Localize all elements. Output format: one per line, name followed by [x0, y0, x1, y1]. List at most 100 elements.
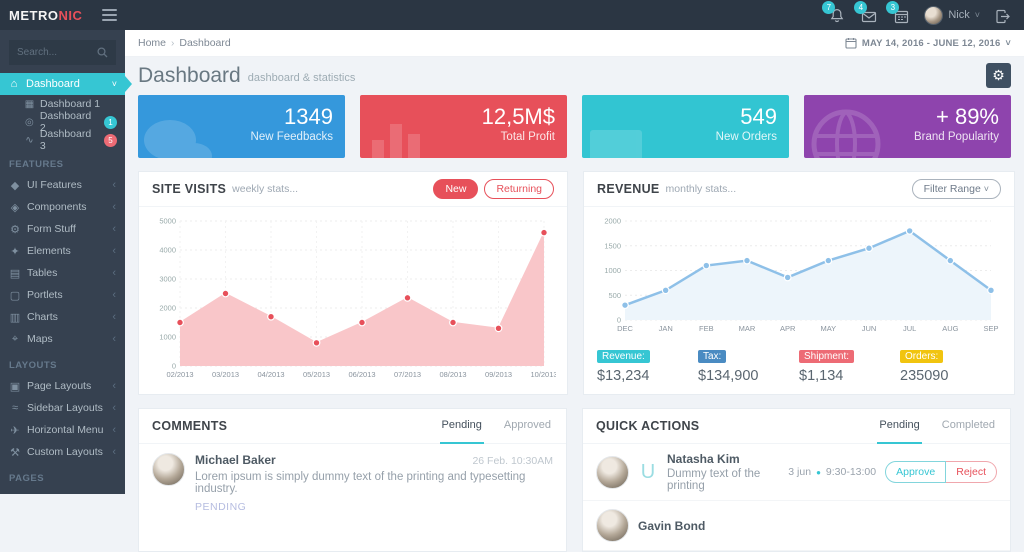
stat-value: + 89% [936, 104, 999, 130]
comment-item[interactable]: Michael Baker 26 Feb. 10:30AM Lorem ipsu… [139, 444, 566, 513]
tasks-button[interactable]: 3 [892, 6, 910, 24]
stat-badge: Shipment: [799, 350, 854, 363]
sidebar-item-maps[interactable]: ⌖ Maps ‹ [0, 328, 125, 350]
logout-button[interactable] [994, 6, 1012, 24]
home-icon: ⌂ [8, 78, 20, 90]
sidebar-item-label: Tables [27, 267, 57, 279]
breadcrumb-home[interactable]: Home [138, 37, 166, 49]
inbox-button[interactable]: 4 [860, 6, 878, 24]
svg-text:APR: APR [780, 324, 796, 333]
action-schedule: 3 jun ● 9:30-13:00 [788, 466, 876, 478]
tab-pending[interactable]: Pending [440, 409, 484, 444]
comment-time: 26 Feb. 10:30AM [472, 455, 553, 467]
lightbulb-icon: ◎ [24, 117, 35, 128]
settings-button[interactable]: ⚙ [986, 63, 1011, 88]
sidebar-item-sidebar-layouts[interactable]: ≈ Sidebar Layouts ‹ [0, 397, 125, 419]
sidebar-item-custom-layouts[interactable]: ⚒ Custom Layouts ‹ [0, 441, 125, 463]
svg-text:FEB: FEB [699, 324, 714, 333]
app-logo[interactable]: METRONIC [9, 8, 82, 23]
chevron-left-icon: ‹ [112, 424, 116, 436]
comments-portlet: COMMENTS Pending Approved Michael Baker … [138, 408, 567, 552]
sidebar-item-form-stuff[interactable]: ⚙ Form Stuff ‹ [0, 218, 125, 240]
sidebar-item-label: Form Stuff [27, 223, 76, 235]
sidebar-item-label: Page Layouts [27, 380, 91, 392]
user-menu[interactable]: Nick ˅ [924, 6, 980, 25]
stat-badge: Orders: [900, 350, 943, 363]
tax-stat: Tax: $134,900 [698, 346, 799, 384]
chevron-down-icon: ˅ [112, 79, 117, 89]
sidebar-search[interactable] [9, 40, 116, 65]
sidebar-item-portlets[interactable]: ▢ Portlets ‹ [0, 284, 125, 306]
main-content: Home › Dashboard MAY 14, 2016 - JUNE 12,… [125, 30, 1024, 494]
chevron-left-icon: ‹ [112, 446, 116, 458]
quick-actions-header: QUICK ACTIONS Pending Completed [583, 409, 1010, 444]
svg-text:JUN: JUN [862, 324, 877, 333]
quick-action-item[interactable]: U Natasha Kim Dummy text of the printing… [583, 444, 1010, 501]
sidebar-item-ui-features[interactable]: ◆ UI Features ‹ [0, 174, 125, 196]
sidebar-item-page-layouts[interactable]: ▣ Page Layouts ‹ [0, 375, 125, 397]
chevron-left-icon: ‹ [112, 223, 116, 235]
search-input[interactable] [17, 47, 97, 58]
components-icon: ◈ [9, 201, 21, 214]
filter-range-dropdown[interactable]: Filter Range ˅ [912, 179, 1001, 199]
table-icon: ▤ [9, 267, 21, 280]
rss-icon: ≈ [9, 402, 21, 414]
reject-button[interactable]: Reject [946, 461, 997, 483]
action-date: 3 jun [788, 466, 811, 478]
sidebar-item-horizontal-menu[interactable]: ✈ Horizontal Menu ‹ [0, 419, 125, 441]
stat-value: 12,5M$ [482, 104, 555, 130]
sidebar-item-label: Dashboard 3 [40, 128, 99, 152]
action-author: Gavin Bond [638, 519, 997, 533]
logo-text-2: NIC [58, 8, 82, 23]
stat-card-profit[interactable]: 12,5M$ Total Profit [360, 95, 567, 158]
tab-pending[interactable]: Pending [877, 409, 921, 444]
quick-action-item[interactable]: Gavin Bond [583, 501, 1010, 551]
approve-button[interactable]: Approve [885, 461, 946, 483]
chevron-left-icon: ‹ [112, 402, 116, 414]
date-range-label: MAY 14, 2016 - JUNE 12, 2016 [862, 38, 1001, 49]
stat-card-orders[interactable]: 549 New Orders [582, 95, 789, 158]
stat-card-popularity[interactable]: + 89% Brand Popularity [804, 95, 1011, 158]
page-subtitle: dashboard & statistics [248, 72, 356, 84]
sidebar-item-label: Dashboard 1 [40, 98, 100, 110]
new-visitors-button[interactable]: New [433, 179, 478, 199]
calendar-icon [845, 37, 857, 49]
wrench-icon: ⚒ [9, 446, 21, 459]
chevron-left-icon: ‹ [112, 380, 116, 392]
search-icon[interactable] [97, 47, 108, 58]
user-name: Nick [948, 9, 969, 21]
sidebar-item-elements[interactable]: ✦ Elements ‹ [0, 240, 125, 262]
comments-icon [142, 112, 222, 158]
sidebar-item-dashboard-3[interactable]: ∿ Dashboard 3 5 [0, 131, 125, 149]
sidebar-item-label: Components [27, 201, 87, 213]
chevron-down-icon: ˅ [984, 184, 989, 194]
avatar [596, 509, 629, 542]
sidebar-item-tables[interactable]: ▤ Tables ‹ [0, 262, 125, 284]
date-range-picker[interactable]: MAY 14, 2016 - JUNE 12, 2016 ˅ [845, 37, 1011, 49]
chevron-left-icon: ‹ [112, 289, 116, 301]
notifications-button[interactable]: 7 [828, 6, 846, 24]
stat-value: $1,134 [799, 368, 900, 384]
returning-visitors-button[interactable]: Returning [484, 179, 554, 199]
svg-text:1000: 1000 [159, 333, 176, 342]
tab-approved[interactable]: Approved [502, 409, 553, 444]
sidebar-toggle-icon[interactable] [102, 6, 117, 24]
sidebar-item-components[interactable]: ◈ Components ‹ [0, 196, 125, 218]
shipment-stat: Shipment: $1,134 [799, 346, 900, 384]
sidebar-item-charts[interactable]: ▥ Charts ‹ [0, 306, 125, 328]
stat-card-feedbacks[interactable]: 1349 New Feedbacks [138, 95, 345, 158]
portlet-title: QUICK ACTIONS [596, 419, 699, 433]
breadcrumb-bar: Home › Dashboard MAY 14, 2016 - JUNE 12,… [125, 30, 1024, 57]
breadcrumb: Home › Dashboard [138, 37, 231, 49]
svg-text:07/2013: 07/2013 [394, 370, 421, 379]
sidebar-item-label: Custom Layouts [27, 446, 103, 458]
sidebar-item-label: Horizontal Menu [27, 424, 103, 436]
sidebar-item-dashboard[interactable]: ⌂ Dashboard ˅ [0, 73, 125, 95]
stat-label: Brand Popularity [914, 131, 999, 143]
tab-completed[interactable]: Completed [940, 409, 997, 444]
breadcrumb-current: Dashboard [179, 37, 230, 49]
svg-text:04/2013: 04/2013 [257, 370, 284, 379]
